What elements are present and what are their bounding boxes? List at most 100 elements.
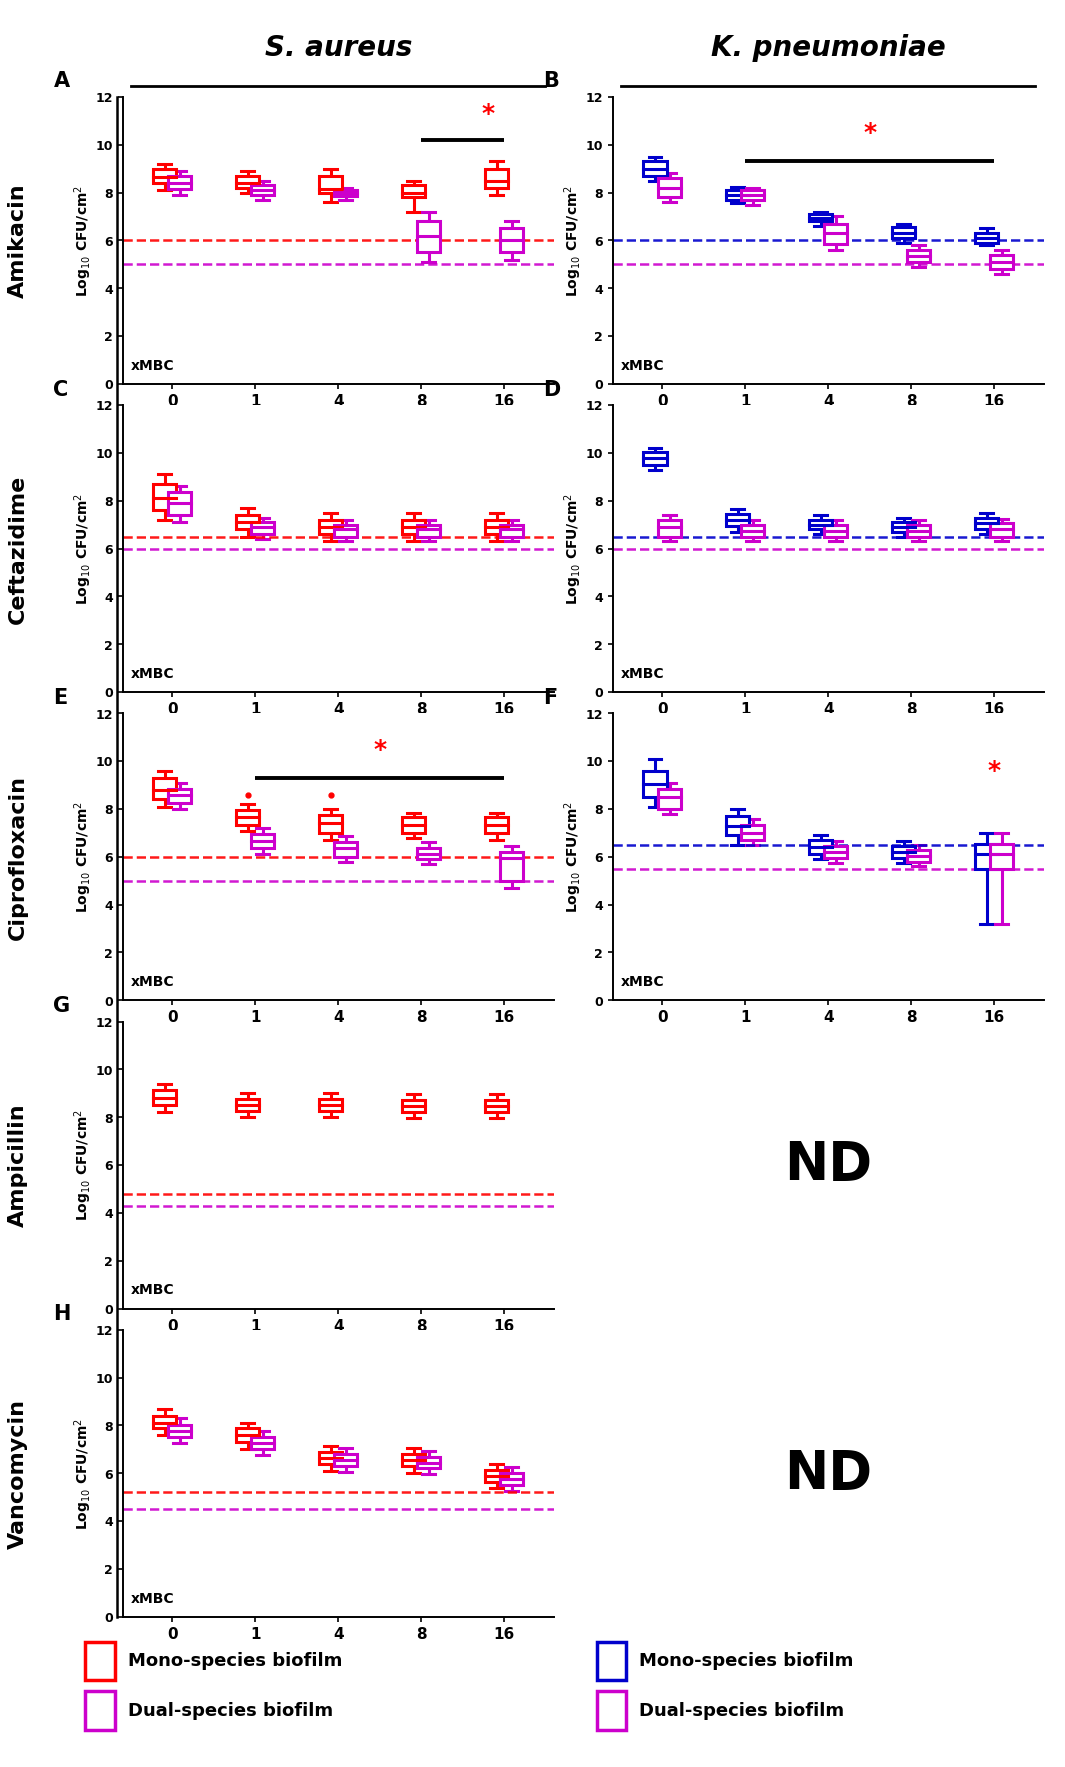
Bar: [236, 1099, 260, 1111]
Bar: [320, 1099, 342, 1111]
Bar: [485, 1470, 508, 1483]
Bar: [989, 523, 1013, 537]
Bar: [741, 191, 765, 200]
Y-axis label: Log$_{10}$ CFU/cm$^{2}$: Log$_{10}$ CFU/cm$^{2}$: [562, 800, 584, 914]
Bar: [402, 519, 425, 534]
Y-axis label: Log$_{10}$ CFU/cm$^{2}$: Log$_{10}$ CFU/cm$^{2}$: [72, 493, 94, 604]
Text: Dual-species biofilm: Dual-species biofilm: [639, 1702, 845, 1719]
Text: A: A: [53, 71, 69, 92]
Text: xMBC: xMBC: [131, 1592, 175, 1606]
Bar: [658, 788, 682, 809]
Bar: [906, 525, 930, 537]
Bar: [236, 516, 260, 530]
Bar: [726, 191, 750, 200]
Bar: [824, 224, 847, 244]
Y-axis label: Log$_{10}$ CFU/cm$^{2}$: Log$_{10}$ CFU/cm$^{2}$: [562, 184, 584, 297]
Text: xMBC: xMBC: [621, 666, 665, 680]
Text: *: *: [987, 758, 1000, 783]
Bar: [168, 1426, 192, 1438]
Bar: [974, 845, 998, 869]
Bar: [989, 845, 1013, 869]
Text: Mono-species biofilm: Mono-species biofilm: [128, 1652, 342, 1670]
Bar: [891, 523, 915, 532]
Bar: [891, 228, 915, 239]
Text: xMBC: xMBC: [131, 1283, 175, 1297]
Bar: [974, 518, 998, 530]
Text: xMBC: xMBC: [131, 975, 175, 990]
Bar: [485, 1101, 508, 1113]
Bar: [168, 177, 192, 189]
Bar: [726, 514, 750, 527]
Bar: [658, 178, 682, 198]
Text: F: F: [543, 687, 558, 709]
Bar: [416, 525, 440, 537]
Text: Ciprofloxacin: Ciprofloxacin: [9, 774, 28, 940]
Text: E: E: [53, 687, 68, 709]
Bar: [809, 214, 832, 221]
Bar: [153, 484, 177, 511]
Y-axis label: Log$_{10}$ CFU/cm$^{2}$: Log$_{10}$ CFU/cm$^{2}$: [72, 1110, 94, 1221]
Text: Ceftazidime: Ceftazidime: [9, 474, 28, 624]
Bar: [643, 163, 667, 177]
Bar: [416, 221, 440, 253]
Bar: [891, 846, 915, 859]
Bar: [320, 519, 342, 534]
Text: xMBC: xMBC: [621, 359, 665, 373]
Text: Mono-species biofilm: Mono-species biofilm: [639, 1652, 853, 1670]
Bar: [658, 519, 682, 537]
Bar: [485, 519, 508, 534]
Text: Amikacin: Amikacin: [9, 184, 28, 299]
Bar: [499, 1474, 523, 1486]
Y-axis label: Log$_{10}$ CFU/cm$^{2}$: Log$_{10}$ CFU/cm$^{2}$: [72, 800, 94, 914]
Bar: [485, 170, 508, 187]
Bar: [402, 1101, 425, 1113]
Bar: [989, 254, 1013, 269]
Bar: [402, 186, 425, 198]
Bar: [499, 228, 523, 253]
Text: K. pneumoniae: K. pneumoniae: [710, 34, 946, 62]
Y-axis label: Log$_{10}$ CFU/cm$^{2}$: Log$_{10}$ CFU/cm$^{2}$: [72, 1417, 94, 1530]
Bar: [824, 846, 847, 859]
Bar: [320, 177, 342, 193]
Y-axis label: Log$_{10}$ CFU/cm$^{2}$: Log$_{10}$ CFU/cm$^{2}$: [562, 493, 584, 604]
Text: xMBC: xMBC: [131, 359, 175, 373]
Bar: [974, 233, 998, 244]
Bar: [153, 1090, 177, 1106]
Bar: [236, 1428, 260, 1442]
Bar: [236, 177, 260, 187]
Bar: [236, 811, 260, 825]
Bar: [499, 852, 523, 882]
Bar: [402, 818, 425, 832]
Bar: [809, 841, 832, 855]
Bar: [741, 825, 765, 841]
Bar: [168, 493, 192, 516]
Text: ND: ND: [784, 1140, 872, 1191]
Bar: [251, 186, 275, 194]
Bar: [643, 452, 667, 465]
Bar: [334, 1454, 357, 1467]
Bar: [726, 816, 750, 836]
Text: xMBC: xMBC: [131, 666, 175, 680]
Bar: [168, 788, 192, 804]
Text: C: C: [53, 380, 69, 399]
Bar: [499, 525, 523, 537]
Y-axis label: Log$_{10}$ CFU/cm$^{2}$: Log$_{10}$ CFU/cm$^{2}$: [72, 184, 94, 297]
Text: Dual-species biofilm: Dual-species biofilm: [128, 1702, 333, 1719]
Bar: [741, 525, 765, 537]
Bar: [906, 850, 930, 862]
Text: ND: ND: [784, 1447, 872, 1500]
Bar: [402, 1454, 425, 1467]
Text: H: H: [53, 1304, 71, 1323]
Bar: [334, 843, 357, 857]
Bar: [334, 191, 357, 196]
Bar: [416, 1456, 440, 1468]
Text: Ampicillin: Ampicillin: [9, 1103, 28, 1226]
Text: *: *: [481, 102, 494, 125]
Text: xMBC: xMBC: [621, 975, 665, 990]
Bar: [334, 525, 357, 537]
Bar: [251, 1438, 275, 1449]
Text: S. aureus: S. aureus: [264, 34, 412, 62]
Bar: [251, 523, 275, 534]
Bar: [153, 1415, 177, 1428]
Bar: [824, 525, 847, 537]
